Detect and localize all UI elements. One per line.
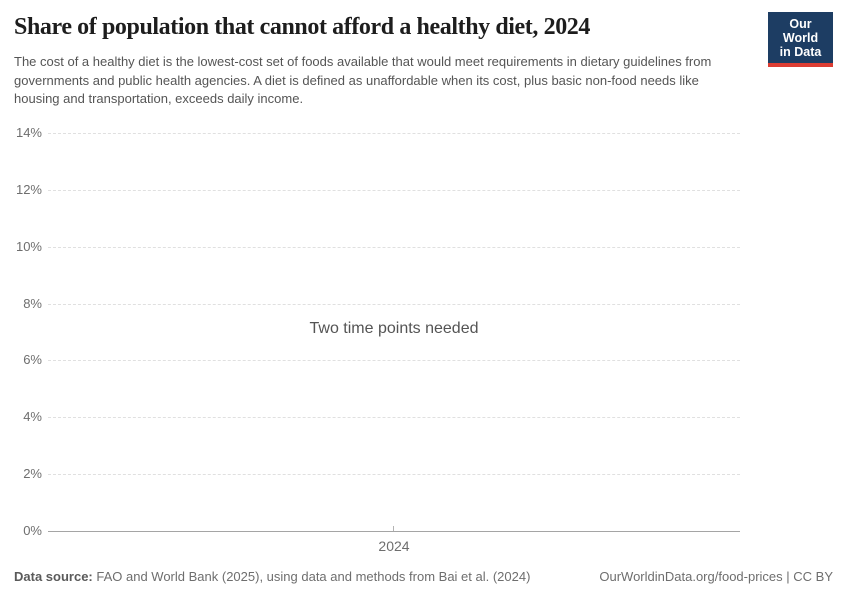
y-gridline (48, 474, 740, 476)
y-gridline (48, 360, 740, 362)
data-source-text: FAO and World Bank (2025), using data an… (96, 569, 531, 584)
owid-logo[interactable]: Our World in Data (768, 12, 833, 67)
x-axis-tick-mark (393, 526, 394, 531)
chart-title: Share of population that cannot afford a… (14, 14, 591, 40)
x-axis-baseline (48, 531, 740, 532)
owid-logo-line2: in Data (779, 45, 822, 59)
citation-link[interactable]: OurWorldinData.org/food-prices | CC BY (599, 569, 833, 584)
y-axis-tick-label: 4% (23, 409, 42, 425)
y-axis-tick-label: 12% (15, 181, 42, 197)
empty-chart-message: Two time points needed (309, 320, 479, 337)
y-axis-tick-label: 0% (23, 523, 42, 538)
x-axis-tick-label: 2024 (378, 538, 410, 554)
chart-subtitle: The cost of a healthy diet is the lowest… (14, 54, 712, 106)
y-axis-tick-label: 10% (15, 238, 42, 254)
y-axis-tick-label: 2% (23, 466, 42, 482)
y-axis-tick-label: 14% (15, 125, 42, 140)
y-gridline (48, 189, 740, 191)
owid-logo-line1: Our World (782, 17, 819, 45)
y-axis-tick-label: 8% (23, 295, 42, 311)
data-source-label: Data source: (14, 569, 93, 584)
y-axis-tick-label: 6% (23, 352, 42, 368)
y-gridline (48, 246, 740, 248)
y-gridline (48, 133, 740, 134)
y-gridline (48, 303, 740, 305)
data-source-note: Data source: FAO and World Bank (2025), … (14, 569, 530, 584)
y-gridline (48, 417, 740, 419)
